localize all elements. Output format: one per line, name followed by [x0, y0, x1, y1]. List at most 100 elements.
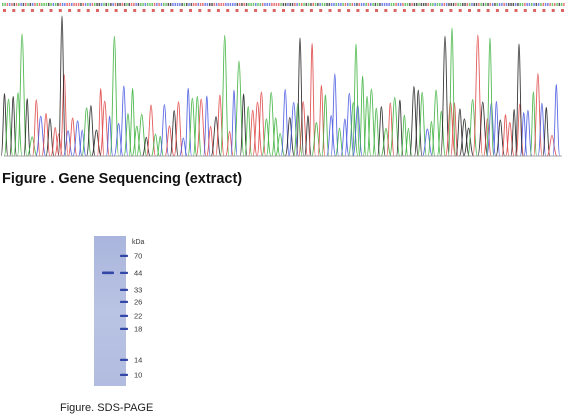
trace-peak	[409, 86, 419, 157]
amino-acid-mark	[12, 9, 16, 12]
base-call-mark	[112, 3, 114, 6]
base-call-mark	[84, 3, 87, 6]
base-call-mark	[71, 3, 73, 6]
base-call-mark	[381, 3, 383, 6]
base-call-mark	[452, 3, 455, 6]
amino-acid-mark	[533, 9, 537, 12]
trace-peak	[195, 98, 207, 157]
marker-label: 70	[134, 252, 142, 261]
trace-peak	[173, 101, 184, 157]
amino-acid-mark	[309, 9, 313, 12]
trace-peak	[421, 128, 433, 157]
amino-acid-mark	[3, 9, 6, 12]
amino-acid-mark	[123, 9, 127, 12]
base-call-mark	[395, 3, 397, 6]
amino-acid-mark	[495, 9, 499, 12]
base-call-mark	[404, 3, 406, 6]
base-call-mark	[409, 3, 411, 6]
base-call-mark	[197, 3, 199, 6]
base-call-mark	[133, 3, 135, 6]
base-call-mark	[144, 3, 147, 6]
base-call-mark	[264, 3, 266, 6]
trace-peak	[156, 135, 164, 157]
base-call-mark	[225, 3, 227, 6]
base-call-mark	[473, 3, 475, 6]
marker-band	[120, 314, 128, 317]
base-call-mark	[457, 3, 459, 6]
trace-peak	[248, 109, 258, 157]
amino-acid-mark	[68, 9, 72, 12]
base-call-mark	[66, 3, 68, 6]
amino-acid-mark	[30, 9, 34, 12]
base-call-mark	[491, 3, 494, 6]
base-call-mark	[478, 3, 480, 6]
base-call-mark	[487, 3, 489, 6]
base-call-mark	[448, 3, 450, 6]
trace-peak	[362, 96, 372, 157]
base-call-mark	[275, 3, 278, 6]
amino-acid-mark	[133, 9, 137, 12]
amino-acid-mark	[216, 9, 220, 12]
amino-acid-mark	[142, 9, 146, 12]
trace-peak	[380, 127, 392, 157]
trace-peak	[131, 125, 142, 157]
trace-peak	[483, 118, 492, 157]
base-call-mark	[181, 3, 183, 6]
base-call-mark	[255, 3, 257, 6]
trace-peak	[431, 89, 442, 157]
base-call-mark	[393, 3, 395, 6]
base-call-mark	[2, 3, 4, 6]
base-call-mark	[455, 3, 457, 6]
amino-acid-mark	[319, 9, 323, 12]
base-call-mark	[222, 3, 225, 6]
trace-peaks	[0, 15, 561, 157]
base-call-mark	[390, 3, 393, 6]
trace-peak	[377, 106, 386, 157]
base-call-mark	[466, 3, 469, 6]
amino-acid-mark	[486, 9, 490, 12]
base-call-mark	[94, 3, 96, 6]
trace-peak	[467, 99, 478, 157]
base-call-mark	[48, 3, 50, 6]
base-call-mark	[317, 3, 319, 6]
amino-acid-mark	[161, 9, 165, 12]
base-call-mark	[549, 3, 551, 6]
base-call-mark	[498, 3, 501, 6]
trace-peak	[304, 114, 312, 157]
base-call-mark	[508, 3, 510, 6]
base-call-mark	[25, 3, 27, 6]
base-call-mark	[188, 3, 190, 6]
amino-acid-mark	[347, 9, 351, 12]
trace-peak	[179, 137, 188, 157]
base-call-mark	[376, 3, 379, 6]
base-call-mark	[526, 3, 528, 6]
amino-acid-mark	[449, 9, 453, 12]
base-call-mark	[160, 3, 163, 6]
base-call-mark	[482, 3, 485, 6]
base-call-mark	[291, 3, 294, 6]
amino-acid-mark	[384, 9, 388, 12]
base-call-mark	[248, 3, 250, 6]
base-call-mark	[257, 3, 259, 6]
amino-acid-mark	[430, 9, 434, 12]
base-call-mark	[27, 3, 29, 6]
base-call-mark	[349, 3, 351, 6]
trace-peak	[81, 107, 92, 157]
base-call-mark	[149, 3, 151, 6]
base-call-mark	[137, 3, 140, 6]
amino-acid-mark	[458, 9, 462, 12]
base-call-mark	[167, 3, 170, 6]
base-call-mark	[107, 3, 110, 6]
base-call-mark	[140, 3, 142, 6]
base-call-mark	[232, 3, 234, 6]
trace-peak	[351, 43, 361, 157]
base-call-mark	[307, 3, 310, 6]
amino-acid-mark	[468, 9, 471, 12]
base-call-mark	[80, 3, 82, 6]
amino-acid-mark	[365, 9, 369, 12]
base-call-mark	[45, 3, 48, 6]
base-call-mark	[183, 3, 186, 6]
trace-peak	[210, 116, 222, 157]
amino-acid-mark	[58, 9, 62, 12]
trace-peak	[447, 27, 457, 157]
